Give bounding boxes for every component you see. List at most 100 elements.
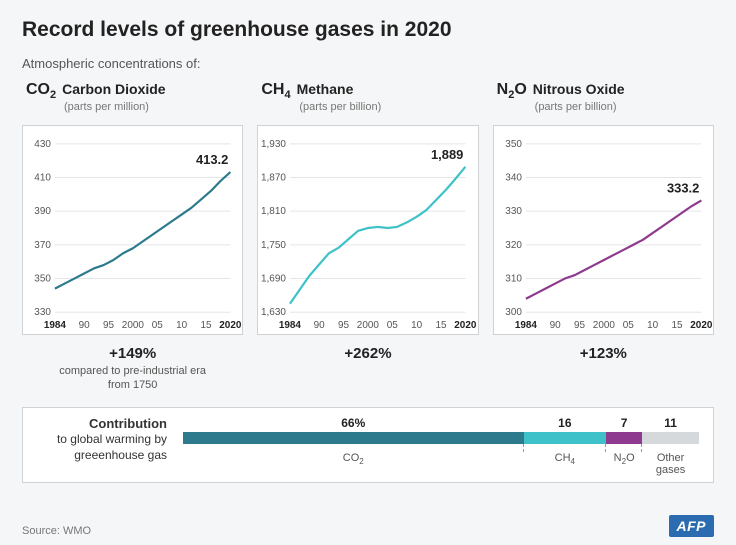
page-subtitle: Atmospheric concentrations of: bbox=[22, 56, 714, 71]
svg-text:430: 430 bbox=[34, 139, 51, 150]
afp-logo: AFP bbox=[669, 515, 715, 537]
svg-text:1,930: 1,930 bbox=[261, 139, 286, 150]
chart-box: 330 350 370 390 410 430 1984 90 95 2000 05 10 15 2020… bbox=[22, 125, 243, 335]
svg-text:05: 05 bbox=[152, 320, 164, 331]
svg-text:330: 330 bbox=[34, 307, 51, 318]
chart-column: CO2Carbon Dioxide(parts per million)3303… bbox=[22, 81, 243, 393]
line-chart: 330 350 370 390 410 430 1984 90 95 2000 05 10 15 2020… bbox=[23, 126, 242, 334]
svg-text:90: 90 bbox=[79, 320, 91, 331]
contrib-segment bbox=[524, 432, 607, 444]
svg-text:90: 90 bbox=[314, 320, 326, 331]
chart-column: N2O Nitrous Oxide (parts per billion) 300 31… bbox=[493, 81, 714, 393]
svg-text:1984: 1984 bbox=[279, 320, 302, 331]
chart-box: 1,630 1,690 1,750 1,810 1,870 1,930 1984 90 95 20… bbox=[257, 125, 478, 335]
contribution-label: Contribution to global warming by greeen… bbox=[37, 416, 167, 464]
svg-text:1984: 1984 bbox=[44, 320, 67, 331]
svg-text:2000: 2000 bbox=[122, 320, 145, 331]
svg-text:1,690: 1,690 bbox=[261, 274, 286, 285]
contrib-name: CH4 bbox=[524, 452, 607, 476]
contrib-name: N2O bbox=[606, 452, 642, 476]
svg-text:1,750: 1,750 bbox=[261, 240, 286, 251]
gas-formula: CO2 bbox=[26, 81, 56, 98]
svg-text:10: 10 bbox=[176, 320, 188, 331]
contrib-pct: 11 bbox=[642, 416, 699, 430]
svg-text:15: 15 bbox=[200, 320, 212, 331]
contrib-pct: 16 bbox=[524, 416, 607, 430]
svg-text:330: 330 bbox=[505, 206, 522, 217]
svg-text:340: 340 bbox=[505, 173, 522, 184]
percent-change: +262% bbox=[257, 345, 478, 362]
svg-text:2000: 2000 bbox=[592, 320, 615, 331]
contribution-box: Contribution to global warming by greeen… bbox=[22, 407, 714, 483]
data-line bbox=[526, 200, 701, 298]
end-value-label: 1,889 bbox=[431, 147, 463, 162]
svg-text:15: 15 bbox=[671, 320, 683, 331]
percent-value: +262% bbox=[257, 345, 478, 362]
svg-text:2020: 2020 bbox=[219, 320, 242, 331]
svg-text:1,630: 1,630 bbox=[261, 307, 286, 318]
percent-value: +123% bbox=[493, 345, 714, 362]
chart-column: CH4Methane(parts per billion)1,6301,6901… bbox=[257, 81, 478, 393]
line-chart: 1,630 1,690 1,750 1,810 1,870 1,930 1984 90 95 20… bbox=[258, 126, 477, 334]
line-chart: 300 310 320 330 340 350 1984 90 95 2000 05 10 15 2020… bbox=[494, 126, 713, 334]
gas-name: Methane bbox=[297, 81, 354, 97]
contrib-pct: 7 bbox=[606, 416, 642, 430]
percent-note: compared to pre-industrial erafrom 1750 bbox=[22, 364, 243, 393]
svg-text:1984: 1984 bbox=[514, 320, 537, 331]
source-text: Source: WMO bbox=[22, 525, 91, 537]
svg-text:370: 370 bbox=[34, 240, 51, 251]
svg-text:2020: 2020 bbox=[690, 320, 713, 331]
percent-change: +149% compared to pre-industrial erafrom … bbox=[22, 345, 243, 393]
svg-text:95: 95 bbox=[103, 320, 115, 331]
percent-change: +123% bbox=[493, 345, 714, 362]
contribution-pct-row: 66%16711 bbox=[183, 416, 699, 430]
chart-header: N2O Nitrous Oxide (parts per billion) bbox=[493, 81, 714, 125]
chart-box: 300 310 320 330 340 350 1984 90 95 2000 05 10 15 2020… bbox=[493, 125, 714, 335]
gas-units: (parts per billion) bbox=[535, 101, 714, 113]
gas-units: (parts per million) bbox=[64, 101, 243, 113]
contribution-bar bbox=[183, 432, 699, 444]
svg-text:15: 15 bbox=[436, 320, 448, 331]
gas-units: (parts per billion) bbox=[299, 101, 478, 113]
svg-text:320: 320 bbox=[505, 240, 522, 251]
contrib-name: CO2 bbox=[183, 452, 524, 476]
gas-name: Nitrous Oxide bbox=[533, 81, 625, 97]
contribution-bar-area: 66%16711 CO2CH4N2OOther gases bbox=[183, 416, 699, 476]
contrib-pct: 66% bbox=[183, 416, 524, 430]
svg-text:310: 310 bbox=[505, 274, 522, 285]
svg-text:350: 350 bbox=[34, 274, 51, 285]
svg-text:1,810: 1,810 bbox=[261, 206, 286, 217]
end-value-label: 333.2 bbox=[667, 181, 699, 196]
svg-text:390: 390 bbox=[34, 206, 51, 217]
contrib-segment bbox=[642, 432, 699, 444]
contribution-label-bold: Contribution bbox=[89, 416, 167, 431]
gas-formula: CH4 bbox=[261, 81, 290, 98]
svg-text:410: 410 bbox=[34, 173, 51, 184]
contribution-name-row: CO2CH4N2OOther gases bbox=[183, 452, 699, 476]
chart-header: CO2 Carbon Dioxide (parts per million) bbox=[22, 81, 243, 125]
svg-text:10: 10 bbox=[411, 320, 423, 331]
svg-text:350: 350 bbox=[505, 139, 522, 150]
footer: Source: WMO AFP bbox=[22, 515, 714, 537]
contribution-label-rest: to global warming by greeenhouse gas bbox=[57, 432, 167, 462]
gas-formula: N2O bbox=[497, 81, 527, 98]
page-title: Record levels of greenhouse gases in 202… bbox=[22, 18, 714, 42]
svg-text:1,870: 1,870 bbox=[261, 173, 286, 184]
charts-row: CO2Carbon Dioxide(parts per million)3303… bbox=[22, 81, 714, 393]
svg-text:2000: 2000 bbox=[357, 320, 380, 331]
chart-header: CH4 Methane (parts per billion) bbox=[257, 81, 478, 125]
svg-text:05: 05 bbox=[387, 320, 399, 331]
svg-text:05: 05 bbox=[622, 320, 634, 331]
svg-text:10: 10 bbox=[647, 320, 659, 331]
svg-text:95: 95 bbox=[338, 320, 350, 331]
svg-text:2020: 2020 bbox=[455, 320, 478, 331]
data-line bbox=[55, 172, 230, 289]
svg-text:90: 90 bbox=[549, 320, 561, 331]
end-value-label: 413.2 bbox=[196, 152, 228, 167]
contrib-segment bbox=[183, 432, 524, 444]
svg-text:95: 95 bbox=[574, 320, 586, 331]
svg-text:300: 300 bbox=[505, 307, 522, 318]
gas-name: Carbon Dioxide bbox=[62, 81, 165, 97]
percent-value: +149% bbox=[22, 345, 243, 362]
data-line bbox=[290, 167, 465, 304]
